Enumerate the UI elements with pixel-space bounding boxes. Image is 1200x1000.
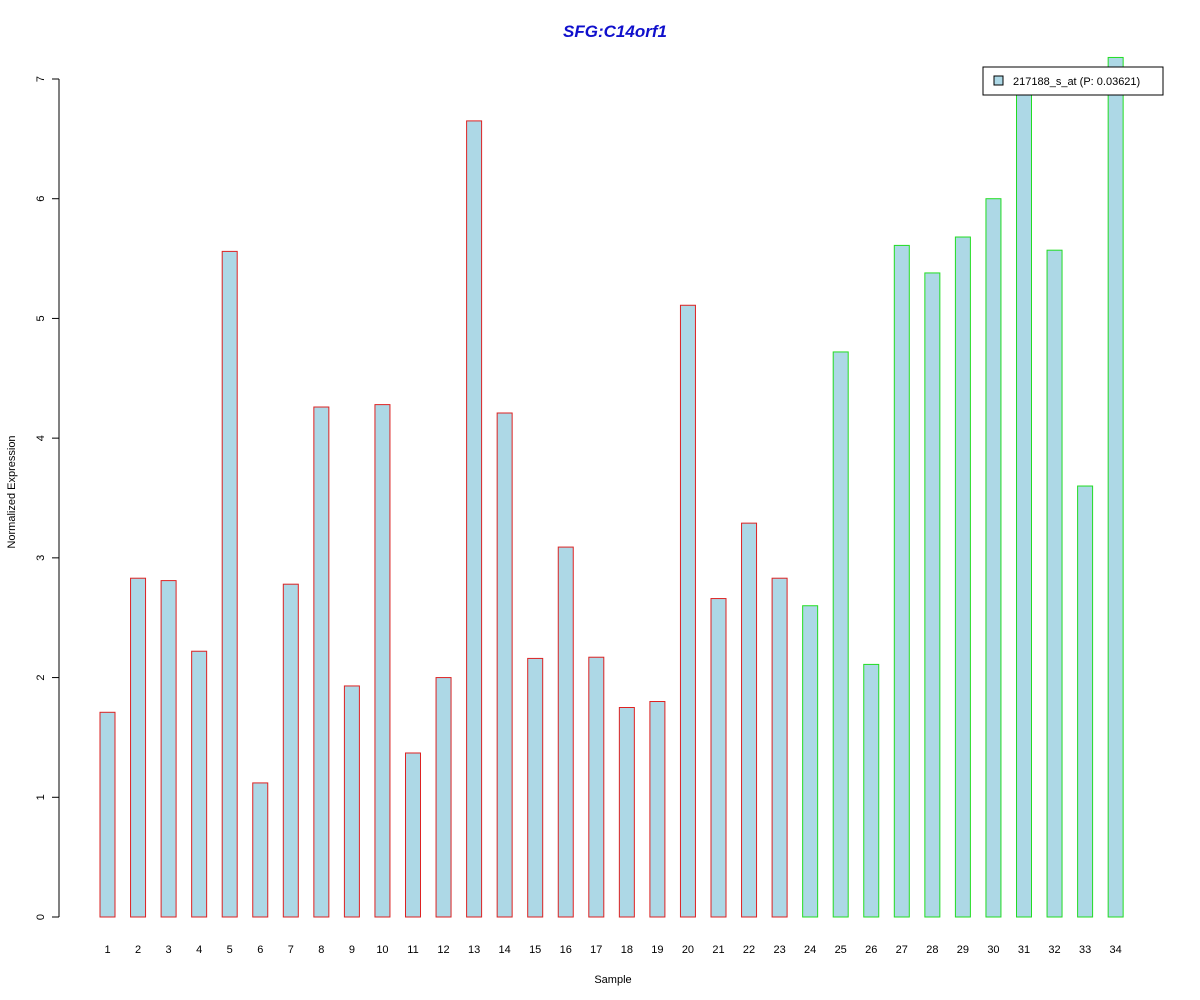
- x-tick-label: 24: [804, 944, 816, 956]
- legend-box: [982, 66, 1164, 96]
- x-tick-label: 27: [896, 944, 908, 956]
- x-tick-label: 2: [135, 944, 141, 956]
- bar: [343, 685, 360, 918]
- bar: [221, 250, 238, 918]
- x-axis-label: Sample: [594, 974, 631, 986]
- x-tick-label: 1: [104, 944, 110, 956]
- x-tick-label: 30: [987, 944, 999, 956]
- x-tick-label: 25: [835, 944, 847, 956]
- x-tick-label: 20: [682, 944, 694, 956]
- bar: [466, 120, 483, 918]
- x-tick-label: 33: [1079, 944, 1091, 956]
- x-tick-label: 6: [257, 944, 263, 956]
- y-tick-label: 0: [35, 914, 47, 920]
- x-tick-label: 29: [957, 944, 969, 956]
- y-tick-label: 1: [35, 794, 47, 800]
- x-tick-label: 9: [349, 944, 355, 956]
- y-tick-label: 6: [35, 196, 47, 202]
- x-tick-label: 14: [499, 944, 511, 956]
- bar: [924, 272, 941, 918]
- x-tick-label: 22: [743, 944, 755, 956]
- y-tick-label: 4: [35, 435, 47, 441]
- bar: [802, 605, 819, 918]
- x-tick-label: 32: [1048, 944, 1060, 956]
- x-tick-label: 17: [590, 944, 602, 956]
- x-tick-label: 10: [376, 944, 388, 956]
- x-tick-label: 18: [621, 944, 633, 956]
- bar: [1107, 56, 1124, 918]
- x-tick-label: 13: [468, 944, 480, 956]
- legend: 217188_s_at (P: 0.03621): [982, 66, 1164, 96]
- bars: [99, 56, 1124, 918]
- x-tick-label: 21: [712, 944, 724, 956]
- x-tick-label: 34: [1110, 944, 1122, 956]
- bar: [741, 522, 758, 918]
- bar: [282, 583, 299, 918]
- bar: [1077, 485, 1094, 918]
- bar: [557, 546, 574, 918]
- y-tick-label: 3: [35, 555, 47, 561]
- x-tick-label: 3: [166, 944, 172, 956]
- bar: [649, 701, 666, 918]
- y-axis: 0 1 2 3 4 5 6 7: [35, 76, 60, 920]
- bar: [130, 577, 147, 918]
- x-tick-label: 8: [318, 944, 324, 956]
- bar: [985, 198, 1002, 918]
- bar: [374, 404, 391, 918]
- x-tick-label: 28: [926, 944, 938, 956]
- bar: [618, 707, 635, 918]
- legend-swatch: [993, 75, 1004, 86]
- x-tick-label: 4: [196, 944, 202, 956]
- x-tick-label: 19: [651, 944, 663, 956]
- legend-entry: 217188_s_at (P: 0.03621): [1013, 76, 1140, 88]
- x-tick-label: 11: [407, 944, 418, 956]
- x-tick-label: 26: [865, 944, 877, 956]
- bar: [527, 657, 544, 918]
- bar: [99, 711, 116, 918]
- bar: [832, 351, 849, 918]
- bar: [588, 656, 605, 918]
- chart-title: SFG:C14orf1: [563, 22, 667, 41]
- x-tick-label: 12: [437, 944, 449, 956]
- x-tick-labels: 1 2 3 4 5 6 7 8 9 10 11 12 13 14 15 16 17 18 19 20 21 22 23 24 2…: [104, 944, 1121, 956]
- bar: [405, 752, 421, 918]
- bar: [1016, 90, 1032, 918]
- x-tick-label: 16: [560, 944, 572, 956]
- bar: [893, 244, 910, 918]
- y-tick-label: 2: [35, 675, 47, 681]
- bar: [1046, 249, 1063, 918]
- bar: [435, 677, 452, 918]
- bar: [496, 412, 513, 918]
- y-tick-label: 7: [35, 76, 47, 82]
- x-tick-label: 5: [227, 944, 233, 956]
- bar: [313, 406, 330, 918]
- x-tick-label: 23: [773, 944, 785, 956]
- bar: [191, 650, 208, 918]
- bar: [160, 580, 177, 918]
- x-tick-label: 15: [529, 944, 541, 956]
- y-tick-label: 5: [35, 315, 47, 321]
- x-tick-label: 31: [1018, 944, 1030, 956]
- bar: [863, 663, 880, 918]
- bar: [679, 304, 696, 918]
- x-tick-label: 7: [288, 944, 294, 956]
- bar: [710, 598, 727, 918]
- y-axis-label: Normalized Expression: [6, 435, 18, 548]
- bar: [252, 782, 269, 918]
- bar: [954, 236, 971, 918]
- bar: [771, 577, 788, 918]
